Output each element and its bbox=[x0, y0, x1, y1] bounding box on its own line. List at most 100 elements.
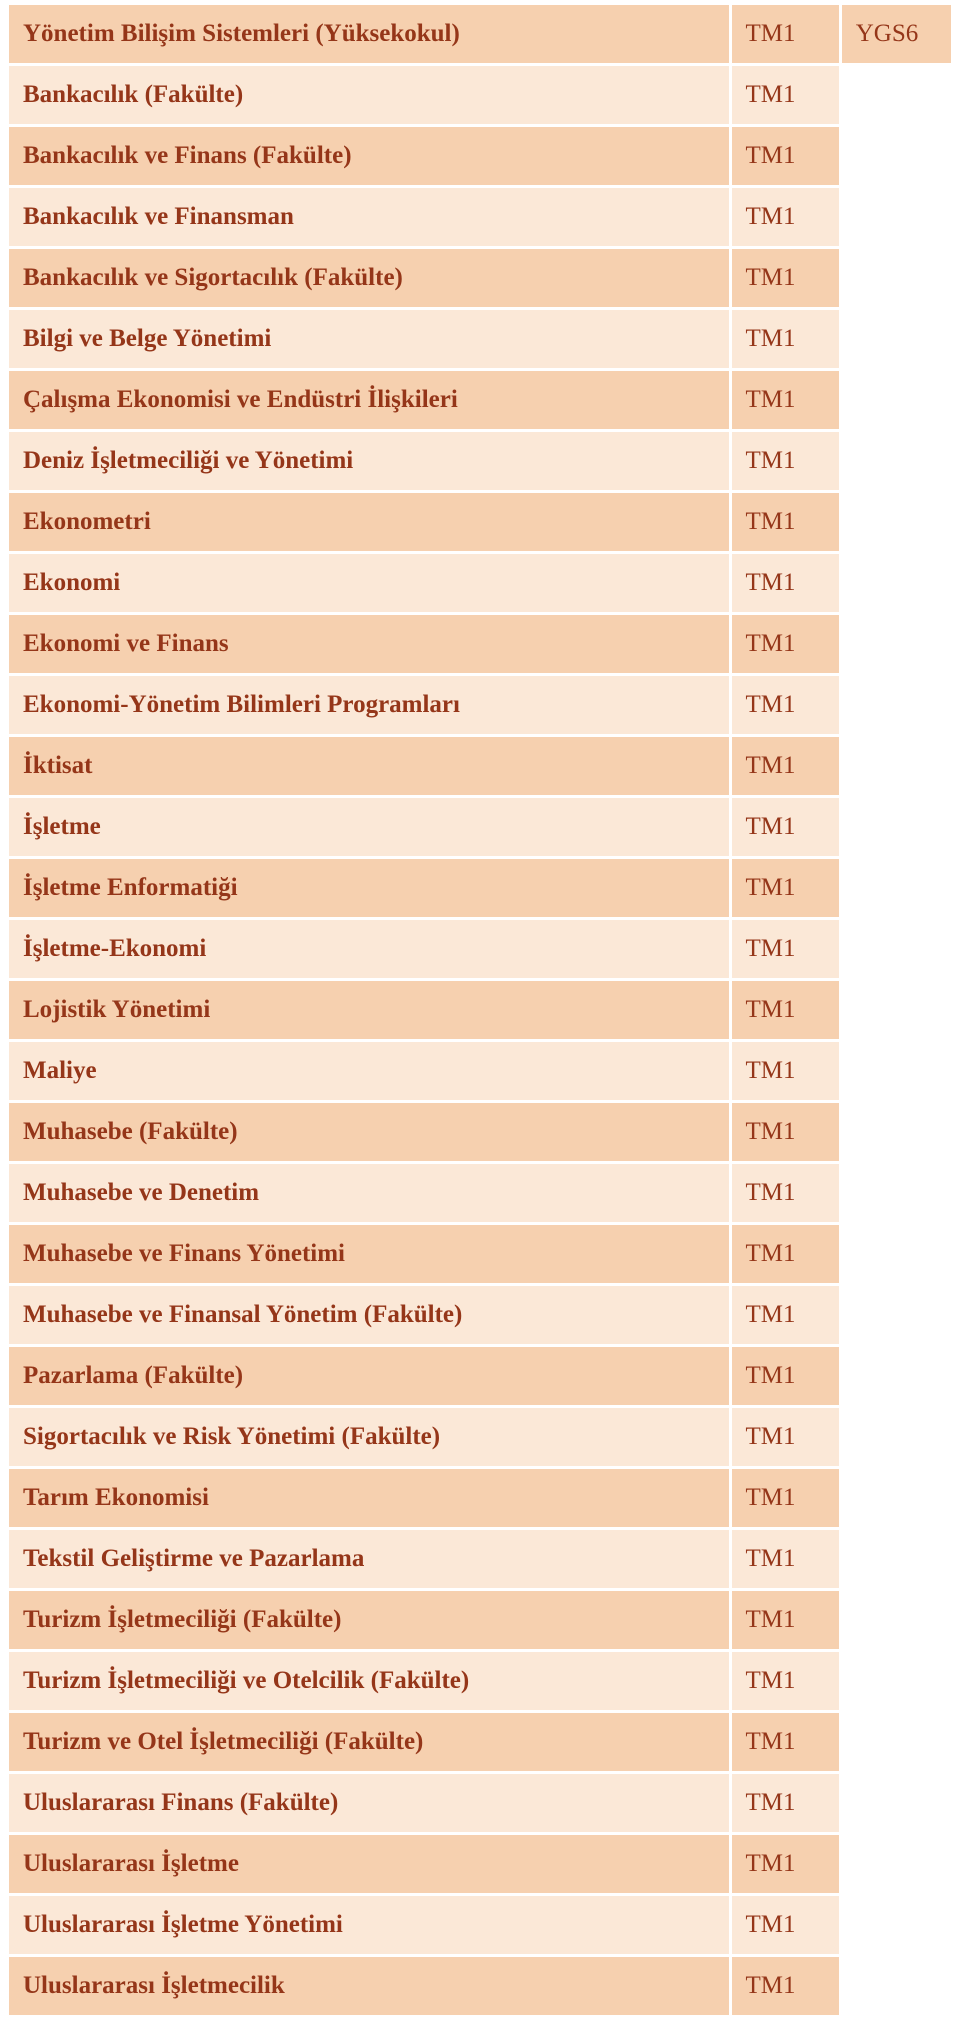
program-name-cell: Lojistik Yönetimi bbox=[9, 981, 729, 1039]
program-extra-cell bbox=[842, 1042, 951, 1100]
program-code-cell: TM1 bbox=[732, 5, 839, 63]
program-code-cell: TM1 bbox=[732, 1103, 839, 1161]
table-row: Turizm ve Otel İşletmeciliği (Fakülte)TM… bbox=[9, 1713, 951, 1771]
program-extra-cell bbox=[842, 1347, 951, 1405]
table-row: Bilgi ve Belge YönetimiTM1 bbox=[9, 310, 951, 368]
program-extra-cell bbox=[842, 1591, 951, 1649]
program-name-cell: Ekonomi-Yönetim Bilimleri Programları bbox=[9, 676, 729, 734]
program-name-cell: Çalışma Ekonomisi ve Endüstri İlişkileri bbox=[9, 371, 729, 429]
program-extra-cell bbox=[842, 920, 951, 978]
program-name-cell: Yönetim Bilişim Sistemleri (Yüksekokul) bbox=[9, 5, 729, 63]
program-extra-cell bbox=[842, 1225, 951, 1283]
program-extra-cell bbox=[842, 1530, 951, 1588]
table-row: Muhasebe ve Finans YönetimiTM1 bbox=[9, 1225, 951, 1283]
program-code-cell: TM1 bbox=[732, 371, 839, 429]
program-name-cell: İşletme bbox=[9, 798, 729, 856]
program-name-cell: Muhasebe ve Finansal Yönetim (Fakülte) bbox=[9, 1286, 729, 1344]
program-code-cell: TM1 bbox=[732, 66, 839, 124]
program-extra-cell bbox=[842, 1774, 951, 1832]
program-name-cell: Muhasebe ve Finans Yönetimi bbox=[9, 1225, 729, 1283]
program-name-cell: İşletme-Ekonomi bbox=[9, 920, 729, 978]
table-row: İşletme EnformatiğiTM1 bbox=[9, 859, 951, 917]
program-code-cell: TM1 bbox=[732, 920, 839, 978]
program-code-cell: TM1 bbox=[732, 1957, 839, 2015]
table-row: İşletme-EkonomiTM1 bbox=[9, 920, 951, 978]
table-row: EkonometriTM1 bbox=[9, 493, 951, 551]
program-extra-cell bbox=[842, 310, 951, 368]
program-code-cell: TM1 bbox=[732, 1774, 839, 1832]
program-extra-cell bbox=[842, 432, 951, 490]
programs-table: Yönetim Bilişim Sistemleri (Yüksekokul)T… bbox=[6, 2, 954, 2018]
table-row: Uluslararası İşletme YönetimiTM1 bbox=[9, 1896, 951, 1954]
program-extra-cell bbox=[842, 981, 951, 1039]
program-extra-cell bbox=[842, 859, 951, 917]
program-name-cell: Muhasebe ve Denetim bbox=[9, 1164, 729, 1222]
program-name-cell: Bankacılık ve Finansman bbox=[9, 188, 729, 246]
program-extra-cell bbox=[842, 737, 951, 795]
program-code-cell: TM1 bbox=[732, 737, 839, 795]
program-extra-cell bbox=[842, 1286, 951, 1344]
program-extra-cell bbox=[842, 1469, 951, 1527]
program-extra-cell bbox=[842, 249, 951, 307]
table-row: Uluslararası İşletmecilikTM1 bbox=[9, 1957, 951, 2015]
program-code-cell: TM1 bbox=[732, 1164, 839, 1222]
table-row: Yönetim Bilişim Sistemleri (Yüksekokul)T… bbox=[9, 5, 951, 63]
program-code-cell: TM1 bbox=[732, 1042, 839, 1100]
program-extra-cell bbox=[842, 66, 951, 124]
table-row: Muhasebe (Fakülte)TM1 bbox=[9, 1103, 951, 1161]
program-extra-cell bbox=[842, 676, 951, 734]
program-extra-cell bbox=[842, 1896, 951, 1954]
program-code-cell: TM1 bbox=[732, 1225, 839, 1283]
program-extra-cell bbox=[842, 1103, 951, 1161]
table-row: Uluslararası Finans (Fakülte)TM1 bbox=[9, 1774, 951, 1832]
table-row: Muhasebe ve Finansal Yönetim (Fakülte)TM… bbox=[9, 1286, 951, 1344]
program-extra-cell bbox=[842, 1835, 951, 1893]
program-code-cell: TM1 bbox=[732, 981, 839, 1039]
program-extra-cell bbox=[842, 1652, 951, 1710]
program-name-cell: Uluslararası İşletme bbox=[9, 1835, 729, 1893]
program-name-cell: İşletme Enformatiği bbox=[9, 859, 729, 917]
program-code-cell: TM1 bbox=[732, 1835, 839, 1893]
table-row: Sigortacılık ve Risk Yönetimi (Fakülte)T… bbox=[9, 1408, 951, 1466]
program-name-cell: Uluslararası Finans (Fakülte) bbox=[9, 1774, 729, 1832]
program-extra-cell bbox=[842, 1713, 951, 1771]
table-row: EkonomiTM1 bbox=[9, 554, 951, 612]
program-code-cell: TM1 bbox=[732, 1469, 839, 1527]
program-name-cell: Ekonomi ve Finans bbox=[9, 615, 729, 673]
program-name-cell: Tekstil Geliştirme ve Pazarlama bbox=[9, 1530, 729, 1588]
program-extra-cell bbox=[842, 554, 951, 612]
program-name-cell: Ekonomi bbox=[9, 554, 729, 612]
table-row: Çalışma Ekonomisi ve Endüstri İlişkileri… bbox=[9, 371, 951, 429]
program-code-cell: TM1 bbox=[732, 249, 839, 307]
program-extra-cell bbox=[842, 127, 951, 185]
program-code-cell: TM1 bbox=[732, 310, 839, 368]
table-row: MaliyeTM1 bbox=[9, 1042, 951, 1100]
program-code-cell: TM1 bbox=[732, 615, 839, 673]
program-name-cell: Maliye bbox=[9, 1042, 729, 1100]
table-row: Bankacılık ve Sigortacılık (Fakülte)TM1 bbox=[9, 249, 951, 307]
program-name-cell: Turizm İşletmeciliği ve Otelcilik (Fakül… bbox=[9, 1652, 729, 1710]
program-name-cell: Turizm İşletmeciliği (Fakülte) bbox=[9, 1591, 729, 1649]
program-extra-cell bbox=[842, 1957, 951, 2015]
program-code-cell: TM1 bbox=[732, 188, 839, 246]
program-name-cell: Tarım Ekonomisi bbox=[9, 1469, 729, 1527]
table-row: Muhasebe ve DenetimTM1 bbox=[9, 1164, 951, 1222]
program-code-cell: TM1 bbox=[732, 554, 839, 612]
program-name-cell: Bankacılık ve Finans (Fakülte) bbox=[9, 127, 729, 185]
table-row: Ekonomi ve FinansTM1 bbox=[9, 615, 951, 673]
program-code-cell: TM1 bbox=[732, 432, 839, 490]
program-name-cell: Muhasebe (Fakülte) bbox=[9, 1103, 729, 1161]
program-name-cell: Ekonometri bbox=[9, 493, 729, 551]
table-row: Pazarlama (Fakülte)TM1 bbox=[9, 1347, 951, 1405]
program-name-cell: Bilgi ve Belge Yönetimi bbox=[9, 310, 729, 368]
table-row: Bankacılık ve FinansmanTM1 bbox=[9, 188, 951, 246]
program-name-cell: Uluslararası İşletmecilik bbox=[9, 1957, 729, 2015]
program-name-cell: Deniz İşletmeciliği ve Yönetimi bbox=[9, 432, 729, 490]
program-name-cell: Pazarlama (Fakülte) bbox=[9, 1347, 729, 1405]
program-extra-cell: YGS6 bbox=[842, 5, 951, 63]
table-row: Bankacılık ve Finans (Fakülte)TM1 bbox=[9, 127, 951, 185]
program-code-cell: TM1 bbox=[732, 1591, 839, 1649]
program-code-cell: TM1 bbox=[732, 1347, 839, 1405]
program-extra-cell bbox=[842, 798, 951, 856]
table-row: Tarım EkonomisiTM1 bbox=[9, 1469, 951, 1527]
